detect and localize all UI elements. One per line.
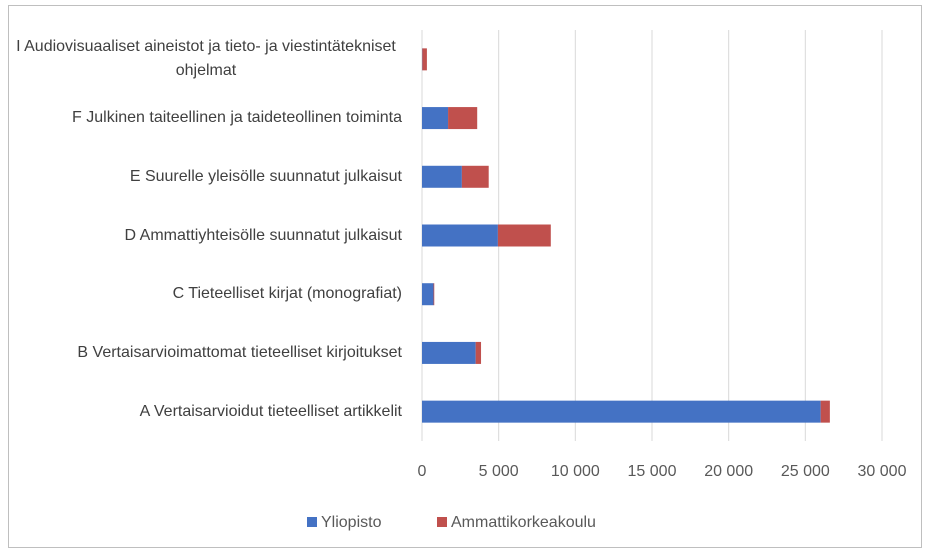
bar-segment: [422, 283, 434, 306]
category-label-box: B Vertaisarvioimattomat tieteelliset kir…: [2, 324, 402, 382]
x-tick-label: 15 000: [628, 463, 677, 480]
y-tick-label: F Julkinen taiteellinen ja taideteolline…: [72, 109, 402, 127]
y-tick-label: I Audiovisuaaliset aineistot ja tieto- j…: [16, 38, 396, 80]
x-tick-label: 20 000: [704, 463, 753, 480]
category-label-box: E Suurelle yleisölle suunnatut julkaisut: [2, 148, 402, 206]
x-tick-label: 10 000: [551, 463, 600, 480]
category-label-box: A Vertaisarvioidut tieteelliset artikkel…: [2, 383, 402, 441]
bar-segment: [820, 400, 830, 423]
y-tick-label: A Vertaisarvioidut tieteelliset artikkel…: [139, 402, 402, 420]
bar-segment: [461, 165, 489, 188]
bar-segment: [422, 165, 462, 188]
y-tick-label: C Tieteelliset kirjat (monografiat): [172, 285, 402, 303]
bar-segment: [422, 107, 449, 130]
bar-segment: [422, 400, 821, 423]
legend-swatch: [437, 517, 447, 527]
y-tick-label: D Ammattiyhteisölle suunnatut julkaisut: [124, 226, 402, 244]
legend-swatch: [307, 517, 317, 527]
bar-segment: [448, 107, 478, 130]
x-tick-label: 0: [418, 463, 427, 480]
bar-segment: [422, 341, 476, 364]
y-tick-label: E Suurelle yleisölle suunnatut julkaisut: [129, 167, 402, 185]
legend-label: Ammattikorkeakoulu: [451, 514, 596, 531]
legend-label: Yliopisto: [321, 514, 382, 531]
category-label-box: C Tieteelliset kirjat (monografiat): [2, 265, 402, 323]
bar-segment: [475, 341, 482, 364]
bar-segment: [433, 283, 435, 306]
x-tick-label: 25 000: [781, 463, 830, 480]
category-label-box: I Audiovisuaaliset aineistot ja tieto- j…: [2, 30, 402, 88]
y-tick-label: B Vertaisarvioimattomat tieteelliset kir…: [77, 343, 402, 361]
chart-border: [8, 5, 922, 548]
bar-segment: [422, 48, 427, 71]
bar-segment: [422, 224, 498, 247]
x-tick-label: 5 000: [479, 463, 519, 480]
category-label-box: D Ammattiyhteisölle suunnatut julkaisut: [2, 207, 402, 265]
category-label-box: F Julkinen taiteellinen ja taideteolline…: [2, 89, 402, 147]
x-tick-label: 30 000: [858, 463, 907, 480]
bar-segment: [497, 224, 551, 247]
